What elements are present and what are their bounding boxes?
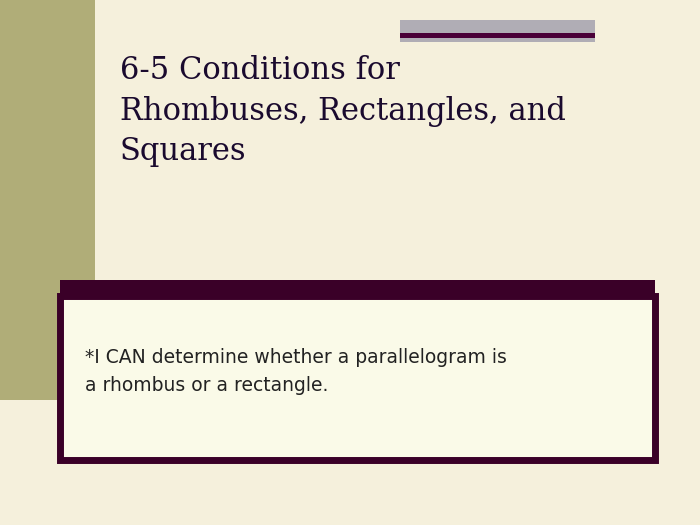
- Text: 6-5 Conditions for
Rhombuses, Rectangles, and
Squares: 6-5 Conditions for Rhombuses, Rectangles…: [120, 55, 566, 167]
- Bar: [60, 280, 655, 296]
- Bar: [0, 0, 95, 400]
- Bar: [400, 20, 595, 42]
- Text: *I CAN determine whether a parallelogram is
a rhombus or a rectangle.: *I CAN determine whether a parallelogram…: [85, 348, 507, 395]
- Bar: [60, 296, 655, 460]
- Bar: [400, 33, 595, 38]
